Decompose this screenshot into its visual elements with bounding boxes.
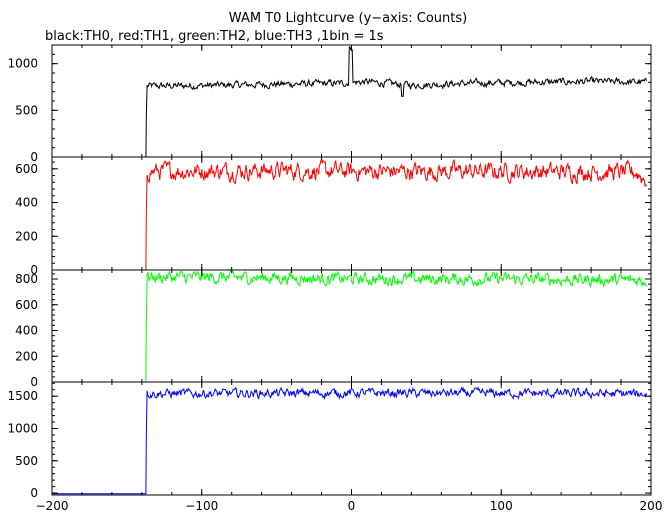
y-tick-label: 200 bbox=[15, 229, 38, 243]
panel-frame bbox=[51, 156, 652, 271]
y-tick-label: 0 bbox=[30, 150, 38, 164]
series-th3-line bbox=[52, 386, 647, 495]
y-tick-label: 0 bbox=[30, 375, 38, 389]
series-th2-line bbox=[52, 268, 647, 383]
y-tick-label: 500 bbox=[15, 103, 38, 117]
y-tick-label: 1500 bbox=[7, 389, 38, 403]
y-tick-label: 0 bbox=[30, 263, 38, 277]
panels: 0500100002004006000200400600800050010001… bbox=[7, 44, 663, 513]
series-th1-line bbox=[52, 157, 647, 271]
y-tick-label: 400 bbox=[15, 196, 38, 210]
y-tick-label: 1000 bbox=[7, 421, 38, 435]
panel-th3: 0 500 1000 1500 bbox=[7, 381, 652, 500]
chart-title: WAM T0 Lightcurve (y−axis: Counts) bbox=[229, 11, 467, 26]
series-th0-line bbox=[52, 46, 647, 158]
chart-subtitle: black:TH0, red:TH1, green:TH2, blue:TH3 … bbox=[45, 29, 384, 44]
x-tick-label: −100 bbox=[185, 499, 218, 513]
y-tick-label: 500 bbox=[15, 454, 38, 468]
y-tick-label: 600 bbox=[15, 162, 38, 176]
panel-frame bbox=[51, 44, 652, 158]
y-tick-label: 600 bbox=[15, 298, 38, 312]
y-tick-label: 200 bbox=[15, 349, 38, 363]
y-tick-label: 0 bbox=[30, 486, 38, 500]
y-tick-label: 800 bbox=[15, 272, 38, 286]
panel-frame bbox=[51, 381, 652, 496]
y-tick-label: 400 bbox=[15, 324, 38, 338]
x-tick-label: 100 bbox=[490, 499, 513, 513]
panel-th1: 0 200 400 600 bbox=[15, 156, 652, 277]
x-tick-label: 0 bbox=[348, 499, 356, 513]
y-tick-label: 1000 bbox=[7, 57, 38, 71]
x-tick-label: −200 bbox=[36, 499, 69, 513]
panel-th2: 0 200 400 600 800 bbox=[15, 268, 652, 389]
panel-th0: 0 500 1000 bbox=[7, 44, 652, 164]
x-tick-label: 200 bbox=[640, 499, 663, 513]
